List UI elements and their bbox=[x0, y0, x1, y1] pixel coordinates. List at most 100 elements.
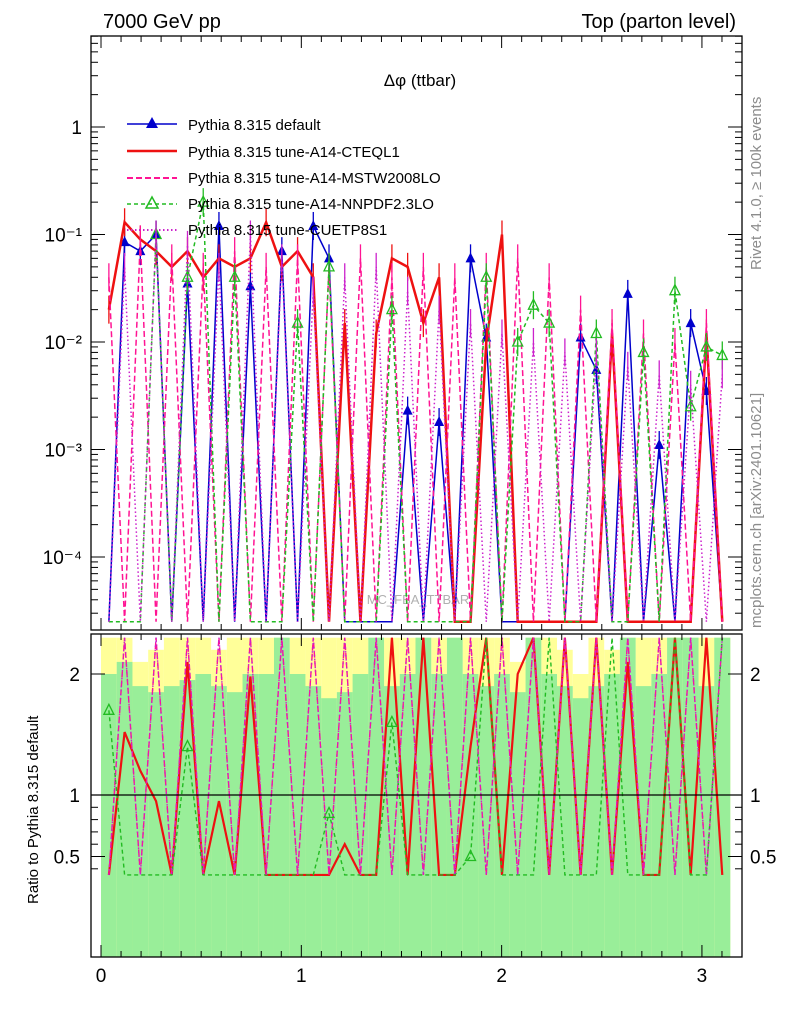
band-green bbox=[604, 674, 620, 957]
ratio-point bbox=[322, 805, 336, 819]
legend-entry-cteql1: Pythia 8.315 tune-A14-CTEQL1 bbox=[127, 144, 400, 161]
data-point bbox=[637, 344, 650, 358]
y-tick-label: 10⁻¹ bbox=[45, 226, 83, 247]
ratio-tick-label: 0.5 bbox=[54, 848, 80, 869]
band-green bbox=[399, 674, 416, 957]
data-point bbox=[213, 219, 224, 230]
band-green bbox=[352, 674, 369, 957]
data-point bbox=[527, 297, 540, 310]
header-left: 7000 GeV pp bbox=[103, 11, 221, 33]
band-green bbox=[667, 637, 683, 957]
legend-label: Pythia 8.315 default bbox=[188, 117, 321, 134]
ratio-lines bbox=[102, 637, 724, 877]
y-tick-label: 10⁻³ bbox=[45, 441, 83, 462]
rivet-label: Rivet 4.1.0, ≥ 100k events bbox=[748, 97, 765, 270]
data-point bbox=[511, 334, 524, 347]
ratio-tick-label: 2 bbox=[69, 665, 80, 686]
band-green bbox=[101, 674, 117, 957]
band-green bbox=[273, 637, 290, 957]
ratio-tick-label-right: 0.5 bbox=[750, 848, 776, 869]
legend-entry-default: Pythia 8.315 default bbox=[127, 117, 321, 134]
data-point bbox=[181, 269, 194, 282]
main-series bbox=[107, 188, 729, 623]
band-green bbox=[305, 686, 322, 957]
band-green bbox=[509, 692, 526, 957]
data-point bbox=[465, 252, 476, 263]
band-green bbox=[682, 637, 699, 957]
chart-title: Δφ (ttbar) bbox=[384, 71, 456, 90]
band-green bbox=[588, 686, 605, 957]
ratio-point bbox=[102, 702, 115, 715]
data-point bbox=[402, 404, 413, 415]
main-frame bbox=[90, 35, 743, 631]
data-point bbox=[543, 315, 556, 328]
y-tick-label: 1 bbox=[71, 118, 82, 139]
band-green bbox=[195, 674, 212, 957]
x-tick-label: 0 bbox=[96, 966, 107, 987]
data-point bbox=[434, 416, 445, 427]
mcplots-label: mcplots.cern.ch [arXiv:2401.10621] bbox=[748, 393, 765, 628]
band-green bbox=[635, 686, 652, 957]
band-green bbox=[714, 637, 731, 957]
band-green bbox=[462, 674, 479, 957]
band-green bbox=[478, 686, 495, 957]
band-green bbox=[163, 686, 180, 957]
series-line bbox=[108, 201, 723, 623]
data-point bbox=[668, 283, 681, 296]
data-point bbox=[322, 259, 336, 272]
ratio-bands bbox=[101, 637, 731, 957]
band-green bbox=[258, 674, 274, 957]
axes: 0 1 2 3 10⁻⁴ 10⁻³ 10⁻² 10⁻¹ 1 0.5 0.5 1 1 2 2 bbox=[43, 35, 776, 987]
band-green bbox=[619, 637, 636, 957]
data-point bbox=[575, 331, 586, 342]
legend-entry-mstw: Pythia 8.315 tune-A14-MSTW2008LO bbox=[127, 170, 441, 187]
data-point bbox=[480, 269, 493, 282]
legend-label: Pythia 8.315 tune-A14-CTEQL1 bbox=[188, 144, 400, 161]
band-green bbox=[116, 661, 133, 957]
band-green bbox=[368, 637, 385, 957]
y-tick-label: 10⁻⁴ bbox=[43, 548, 82, 569]
ratio-tick-label-right: 1 bbox=[750, 786, 761, 807]
band-green bbox=[557, 686, 573, 957]
data-point bbox=[197, 194, 210, 207]
band-green bbox=[321, 698, 337, 957]
data-point bbox=[119, 236, 130, 247]
band-green bbox=[446, 637, 463, 957]
y-tick-label: 10⁻² bbox=[45, 333, 83, 354]
legend-entry-cuetp8s1: Pythia 8.315 tune-CUETP8S1 bbox=[127, 222, 387, 239]
ratio-point bbox=[181, 739, 194, 752]
legend-label: Pythia 8.315 tune-A14-NNPDF2.3LO bbox=[188, 196, 434, 213]
x-tick-label: 3 bbox=[697, 966, 708, 987]
band-green bbox=[226, 692, 243, 957]
legend-label: Pythia 8.315 tune-CUETP8S1 bbox=[188, 222, 387, 239]
data-point bbox=[245, 280, 256, 291]
ratio-tick-label-right: 2 bbox=[750, 665, 761, 686]
ratio-line bbox=[108, 637, 723, 875]
band-green bbox=[132, 686, 149, 957]
band-green bbox=[431, 674, 447, 957]
band-green bbox=[289, 674, 306, 957]
data-point bbox=[700, 339, 713, 352]
band-green bbox=[698, 686, 715, 957]
band-green bbox=[211, 686, 227, 957]
band-green bbox=[242, 674, 259, 957]
legend: Pythia 8.315 default Pythia 8.315 tune-A… bbox=[127, 117, 441, 239]
band-green bbox=[336, 692, 353, 957]
data-point bbox=[685, 317, 696, 328]
x-tick-label: 2 bbox=[496, 966, 507, 987]
data-point bbox=[622, 287, 633, 298]
legend-entry-nnpdf: Pythia 8.315 tune-A14-NNPDF2.3LO bbox=[127, 195, 434, 213]
data-point bbox=[308, 219, 319, 230]
band-green bbox=[148, 692, 164, 957]
data-point bbox=[716, 347, 729, 361]
data-point bbox=[684, 399, 697, 412]
x-tick-label: 1 bbox=[296, 966, 307, 987]
ratio-point bbox=[385, 714, 398, 728]
ratio-ylabel: Ratio to Pythia 8.315 default bbox=[25, 715, 42, 904]
band-green bbox=[525, 637, 542, 957]
series-line bbox=[108, 234, 724, 622]
data-point bbox=[654, 439, 665, 450]
band-green bbox=[651, 674, 668, 957]
data-point bbox=[291, 315, 304, 328]
